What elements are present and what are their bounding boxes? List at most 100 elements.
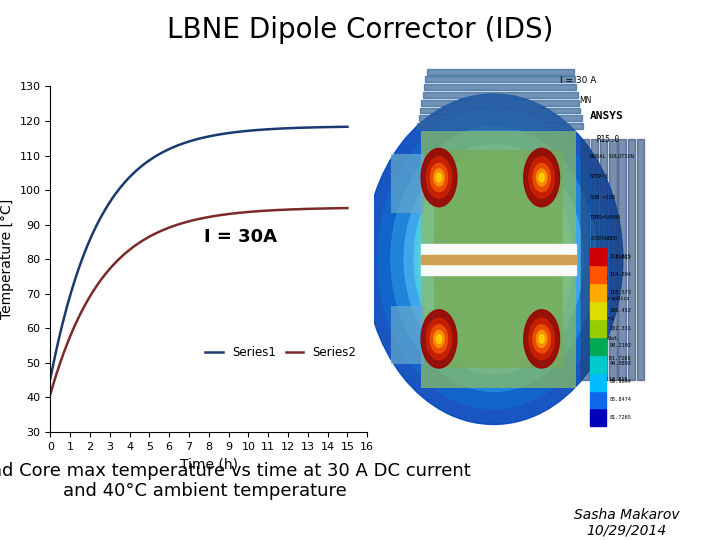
Ellipse shape <box>431 325 448 353</box>
Ellipse shape <box>533 325 550 353</box>
Series1 <box>99 210 107 217</box>
Text: AVRRS=Nat.: AVRRS=Nat. <box>590 336 621 341</box>
Text: SUB =150: SUB =150 <box>590 194 615 200</box>
Series1 <box>122 177 131 184</box>
Bar <box>628 139 635 380</box>
Text: Sasha Makarov
10/29/2014: Sasha Makarov 10/29/2014 <box>574 508 679 538</box>
Ellipse shape <box>421 310 457 368</box>
Text: 81.7265: 81.7265 <box>610 415 631 420</box>
Bar <box>590 392 606 408</box>
Bar <box>590 284 606 301</box>
Bar <box>420 107 580 113</box>
Bar <box>590 302 606 319</box>
Text: R15.0: R15.0 <box>596 135 619 144</box>
Ellipse shape <box>433 330 444 347</box>
Bar <box>609 139 616 380</box>
Bar <box>590 356 606 373</box>
Ellipse shape <box>378 110 610 409</box>
Bar <box>419 116 582 121</box>
Ellipse shape <box>536 169 547 186</box>
Y-axis label: Temperature [°C]: Temperature [°C] <box>0 199 14 319</box>
Text: SMN =-81.7265: SMN =-81.7265 <box>590 356 630 361</box>
Ellipse shape <box>418 162 570 356</box>
Ellipse shape <box>533 164 550 192</box>
Series2 <box>343 205 351 211</box>
Text: RSYS=0: RSYS=0 <box>590 275 608 280</box>
FancyBboxPatch shape <box>391 306 424 364</box>
Ellipse shape <box>539 173 544 182</box>
Ellipse shape <box>529 318 554 360</box>
Text: 114.694: 114.694 <box>610 272 631 277</box>
Text: 85.8474: 85.8474 <box>610 397 631 402</box>
Text: 118.815: 118.815 <box>610 254 631 259</box>
Text: MN: MN <box>580 96 592 105</box>
Bar <box>421 100 579 106</box>
Legend: Series1, Series2: Series1, Series2 <box>200 341 361 364</box>
Series1 <box>221 130 230 137</box>
Text: 98.2102: 98.2102 <box>610 343 631 348</box>
Text: 110.573: 110.573 <box>610 290 631 295</box>
Ellipse shape <box>523 148 559 207</box>
Bar <box>590 320 606 337</box>
Bar <box>590 338 606 355</box>
Ellipse shape <box>444 197 544 321</box>
Series2 <box>244 208 253 215</box>
X-axis label: Time (h): Time (h) <box>180 457 238 471</box>
FancyBboxPatch shape <box>434 150 563 368</box>
Ellipse shape <box>421 148 457 207</box>
Bar <box>590 248 606 266</box>
Text: I = 30 A: I = 30 A <box>560 77 596 85</box>
Series1 <box>270 126 279 132</box>
Bar <box>618 139 626 380</box>
Text: 106.452: 106.452 <box>610 308 631 313</box>
Line: Series2: Series2 <box>50 208 347 394</box>
FancyBboxPatch shape <box>391 154 424 213</box>
Ellipse shape <box>414 152 573 366</box>
Text: STEP=1: STEP=1 <box>590 174 608 179</box>
Line: Series1: Series1 <box>50 127 347 379</box>
Ellipse shape <box>431 164 448 192</box>
Bar <box>590 266 606 284</box>
Ellipse shape <box>426 157 451 198</box>
Text: I = 30A: I = 30A <box>204 228 277 246</box>
Text: TRMP    (AVG): TRMP (AVG) <box>590 255 630 260</box>
Bar <box>590 374 606 390</box>
Text: NODAL SOLUTION: NODAL SOLUTION <box>590 154 634 159</box>
Series1 <box>46 375 55 382</box>
Bar <box>590 409 606 427</box>
Text: LBNE Dipole Corrector (IDS): LBNE Dipole Corrector (IDS) <box>167 16 553 44</box>
Text: 94.0893: 94.0893 <box>610 361 631 366</box>
Text: SMX =118.815: SMX =118.815 <box>590 376 627 382</box>
Bar <box>427 69 574 75</box>
Ellipse shape <box>436 173 441 182</box>
Series2 <box>270 207 279 213</box>
Text: PowerGraphics: PowerGraphics <box>590 296 630 301</box>
Bar <box>420 244 577 275</box>
Ellipse shape <box>457 213 530 306</box>
Ellipse shape <box>433 169 444 186</box>
Ellipse shape <box>536 330 547 347</box>
Text: ANSYS: ANSYS <box>590 111 624 122</box>
Ellipse shape <box>436 334 441 343</box>
Ellipse shape <box>431 179 557 339</box>
Ellipse shape <box>529 157 554 198</box>
Series2 <box>221 211 230 218</box>
Series1 <box>343 124 351 130</box>
Bar <box>424 84 577 90</box>
Bar <box>590 139 598 380</box>
Text: TIMR=54000: TIMR=54000 <box>590 215 621 220</box>
Series1 <box>244 127 253 134</box>
Bar <box>637 139 644 380</box>
Ellipse shape <box>523 310 559 368</box>
Text: EFACET=1: EFACET=1 <box>590 316 615 321</box>
Series2 <box>122 249 131 255</box>
Series2 <box>99 274 107 280</box>
FancyBboxPatch shape <box>420 131 577 388</box>
Ellipse shape <box>426 318 451 360</box>
Bar <box>420 254 577 264</box>
Ellipse shape <box>364 94 623 424</box>
Text: 102.331: 102.331 <box>610 326 631 330</box>
Text: 89.9694: 89.9694 <box>610 379 631 384</box>
Bar <box>423 92 577 98</box>
Series2 <box>46 391 55 397</box>
